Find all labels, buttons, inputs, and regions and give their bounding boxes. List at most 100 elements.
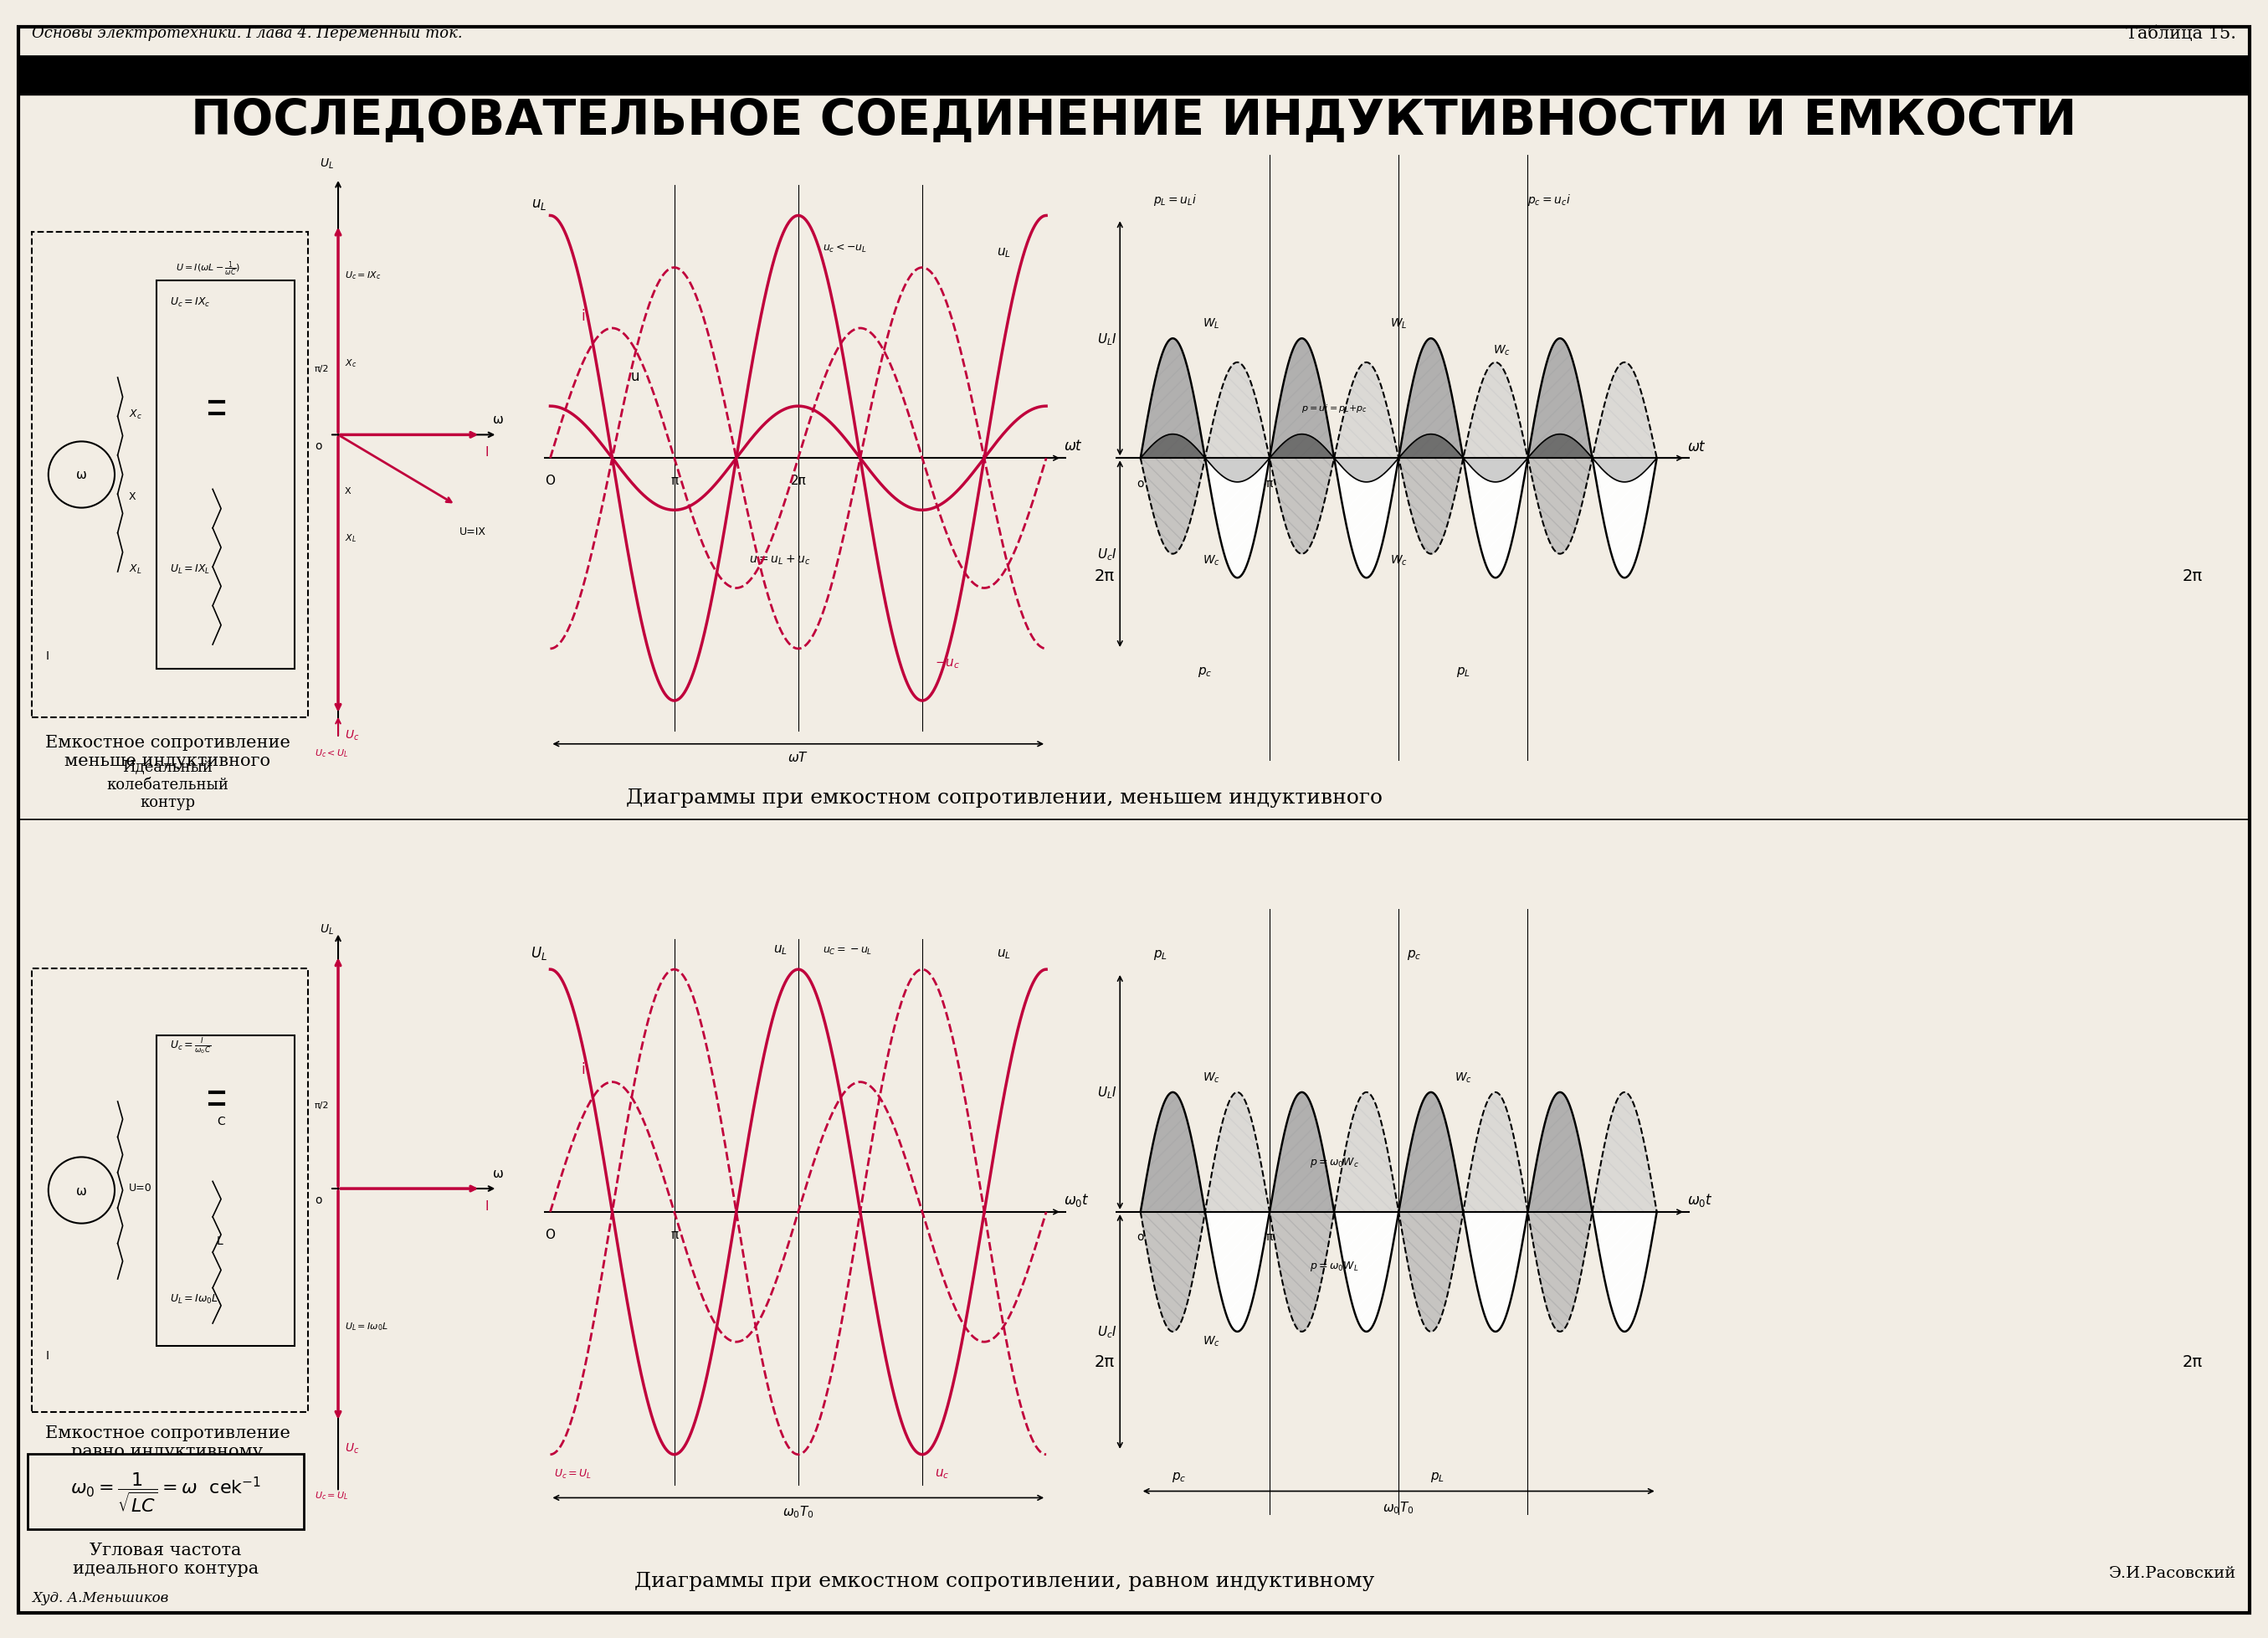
- Text: $p_c{=}u_ci$: $p_c{=}u_ci$: [1529, 193, 1572, 208]
- Text: Диаграммы при емкостном сопротивлении, меньшем индуктивного: Диаграммы при емкостном сопротивлении, м…: [626, 788, 1383, 808]
- Text: $W_c$: $W_c$: [1390, 554, 1408, 568]
- Text: $U=I(\omega L-\frac{1}{\omega C})$: $U=I(\omega L-\frac{1}{\omega C})$: [175, 260, 240, 278]
- Bar: [18, 57, 2250, 95]
- Text: $U_c=IX_c$: $U_c=IX_c$: [170, 296, 211, 310]
- Text: $p_c$: $p_c$: [1406, 948, 1422, 962]
- Text: $U_LI$: $U_LI$: [1098, 331, 1116, 347]
- Text: $u_L$: $u_L$: [773, 943, 787, 957]
- Text: $\omega_0=\dfrac{1}{\sqrt{LC}}=\omega\ \ \mathsf{cek}^{-1}$: $\omega_0=\dfrac{1}{\sqrt{LC}}=\omega\ \…: [70, 1471, 261, 1514]
- Text: $U_c$: $U_c$: [345, 729, 358, 742]
- Text: O: O: [544, 475, 556, 486]
- Text: Основы электротехники. Глава 4. Переменный ток.: Основы электротехники. Глава 4. Переменн…: [32, 26, 463, 41]
- Text: o: o: [315, 1194, 322, 1206]
- Text: I: I: [45, 1350, 50, 1361]
- Text: $\omega_0 T_0$: $\omega_0 T_0$: [1383, 1499, 1415, 1515]
- Text: $W_L$: $W_L$: [1390, 318, 1406, 331]
- Text: $\omega T$: $\omega T$: [787, 750, 810, 765]
- Text: $p_L=u_Li$: $p_L=u_Li$: [1152, 193, 1198, 208]
- Text: $u=u_L+u_c$: $u=u_L+u_c$: [748, 554, 810, 567]
- Text: $u_L$: $u_L$: [996, 947, 1012, 960]
- Text: $W_c$: $W_c$: [1202, 1333, 1220, 1348]
- Text: Диаграммы при емкостном сопротивлении, равном индуктивному: Диаграммы при емкостном сопротивлении, р…: [635, 1571, 1374, 1590]
- Text: $U_LI$: $U_LI$: [1098, 1084, 1116, 1101]
- Text: L: L: [218, 1235, 222, 1247]
- Text: O: O: [544, 1228, 556, 1240]
- Text: 2π: 2π: [1095, 568, 1116, 583]
- Bar: [32, 233, 308, 717]
- Text: $u_L$: $u_L$: [531, 197, 547, 211]
- Text: π: π: [671, 475, 678, 486]
- Text: $u_C=-u_L$: $u_C=-u_L$: [823, 945, 873, 957]
- Text: I: I: [485, 446, 488, 459]
- Text: $p{=}\omega_0 W_c$: $p{=}\omega_0 W_c$: [1309, 1155, 1359, 1168]
- Text: $-u_c$: $-u_c$: [934, 657, 959, 670]
- Text: U=0: U=0: [129, 1183, 152, 1192]
- Text: o: o: [1136, 477, 1143, 490]
- Text: $U_L$: $U_L$: [320, 922, 333, 935]
- Text: $\omega_0 t$: $\omega_0 t$: [1687, 1191, 1712, 1209]
- Text: $X_c$: $X_c$: [345, 357, 356, 369]
- Text: $u_L$: $u_L$: [996, 246, 1012, 259]
- Bar: [156, 282, 295, 670]
- Text: $W_c$: $W_c$: [1202, 554, 1220, 568]
- Text: Э.И.Расовский: Э.И.Расовский: [2109, 1566, 2236, 1581]
- Text: $W_c$: $W_c$: [1202, 1071, 1220, 1084]
- Text: π: π: [1266, 1230, 1272, 1243]
- Text: π/2: π/2: [315, 365, 329, 373]
- Bar: [156, 1035, 295, 1346]
- Text: X: X: [129, 491, 136, 501]
- Text: π: π: [671, 1228, 678, 1240]
- Text: i: i: [581, 308, 585, 323]
- Text: 2π: 2π: [1095, 1355, 1116, 1369]
- Text: $X_L$: $X_L$: [345, 532, 356, 544]
- Text: $U_c{=}U_L$: $U_c{=}U_L$: [553, 1468, 592, 1479]
- Text: ПОСЛЕДОВАТЕЛЬНОЕ СОЕДИНЕНИЕ ИНДУКТИВНОСТИ И ЕМКОСТИ: ПОСЛЕДОВАТЕЛЬНОЕ СОЕДИНЕНИЕ ИНДУКТИВНОСТ…: [191, 97, 2077, 144]
- Text: $W_c$: $W_c$: [1492, 344, 1510, 357]
- Text: $u_c<-u_L$: $u_c<-u_L$: [823, 242, 869, 254]
- Text: $p_c$: $p_c$: [1198, 665, 1213, 678]
- Text: C: C: [218, 1115, 225, 1127]
- Text: Худ. А.Меньшиков: Худ. А.Меньшиков: [32, 1590, 168, 1605]
- Text: $U_L$: $U_L$: [320, 157, 333, 170]
- Text: $U_c{=}U_L$: $U_c{=}U_L$: [315, 1489, 349, 1500]
- Text: Угловая частота
идеального контура: Угловая частота идеального контура: [73, 1541, 259, 1576]
- Text: π/2: π/2: [315, 1101, 329, 1109]
- Text: $U_L=IX_L$: $U_L=IX_L$: [170, 563, 211, 575]
- Text: i: i: [581, 1061, 585, 1076]
- Text: $\omega t$: $\omega t$: [1687, 439, 1708, 454]
- Text: $p_L$: $p_L$: [1456, 665, 1470, 678]
- Text: $p{=}\omega_0 W_L$: $p{=}\omega_0 W_L$: [1309, 1258, 1359, 1273]
- Text: Емкостное сопротивление
меньше индуктивного: Емкостное сопротивление меньше индуктивн…: [45, 734, 290, 768]
- Text: $U_L=I\omega_0 L$: $U_L=I\omega_0 L$: [170, 1292, 218, 1305]
- Text: ω: ω: [77, 1184, 86, 1197]
- FancyBboxPatch shape: [27, 1455, 304, 1530]
- Text: 2π: 2π: [789, 475, 805, 486]
- Text: I: I: [45, 650, 50, 662]
- Text: $W_c$: $W_c$: [1454, 1071, 1472, 1084]
- Text: X: X: [345, 486, 352, 495]
- Text: U=IX: U=IX: [460, 526, 485, 537]
- Text: $W_L$: $W_L$: [1202, 318, 1220, 331]
- Text: Емкостное сопротивление
равно индуктивному: Емкостное сопротивление равно индуктивно…: [45, 1425, 290, 1459]
- Text: $U_cI$: $U_cI$: [1098, 1324, 1116, 1340]
- Text: $p_c$: $p_c$: [1173, 1469, 1186, 1484]
- Text: $U_c{<}U_L$: $U_c{<}U_L$: [315, 747, 349, 758]
- Text: $U_cI$: $U_cI$: [1098, 547, 1116, 562]
- Text: ω: ω: [492, 1168, 503, 1179]
- Text: $U_L=I\omega_0 L$: $U_L=I\omega_0 L$: [345, 1320, 388, 1332]
- Text: I: I: [485, 1199, 488, 1212]
- Text: $p_L$: $p_L$: [1152, 948, 1168, 962]
- Text: $U_L$: $U_L$: [531, 943, 547, 962]
- Bar: [32, 968, 308, 1412]
- Text: $p_L$: $p_L$: [1431, 1469, 1445, 1484]
- Text: o: o: [315, 441, 322, 452]
- Text: Таблица 15.: Таблица 15.: [2125, 25, 2236, 41]
- Text: ω: ω: [492, 414, 503, 426]
- Text: o: o: [1136, 1230, 1143, 1243]
- Text: 2π: 2π: [2182, 1355, 2202, 1369]
- Text: π: π: [1266, 477, 1272, 490]
- Text: $\omega_0 T_0$: $\omega_0 T_0$: [782, 1504, 814, 1518]
- Text: $\omega_0 t$: $\omega_0 t$: [1064, 1191, 1091, 1207]
- Text: ω: ω: [77, 468, 86, 482]
- Text: $U_c=\frac{I}{\omega_0 C}$: $U_c=\frac{I}{\omega_0 C}$: [170, 1037, 211, 1057]
